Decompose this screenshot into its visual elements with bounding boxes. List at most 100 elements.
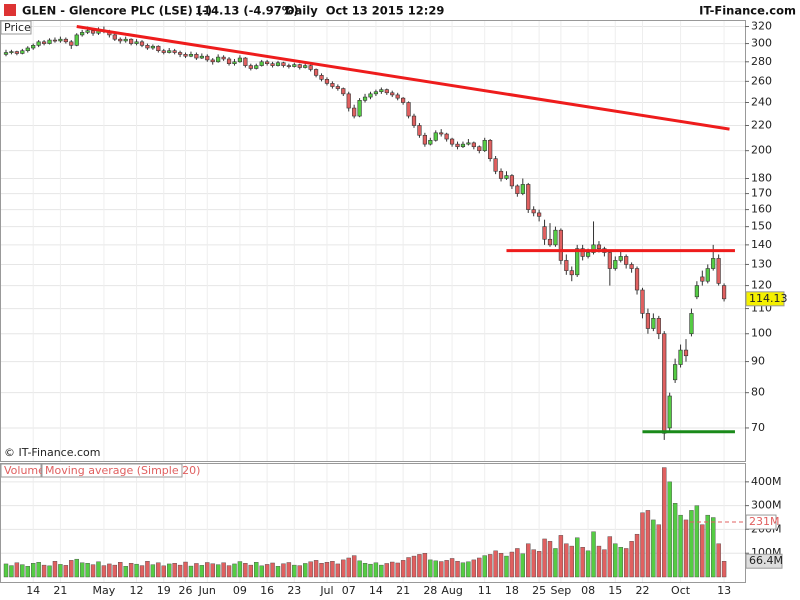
volume-bar bbox=[493, 550, 498, 578]
candle-body bbox=[156, 45, 161, 52]
candle-body bbox=[651, 318, 656, 329]
volume-bar bbox=[79, 562, 85, 578]
candle-body bbox=[444, 133, 449, 140]
volume-bar bbox=[319, 563, 324, 578]
y-tick-label: 200 bbox=[751, 144, 772, 157]
volume-label: Volume bbox=[4, 464, 45, 477]
volume-bar bbox=[90, 564, 96, 578]
volume-bar bbox=[31, 563, 36, 578]
candle-body bbox=[36, 41, 41, 46]
volume-bar bbox=[128, 563, 134, 578]
candle-body bbox=[564, 260, 569, 271]
candle-body bbox=[466, 142, 471, 145]
volume-bar bbox=[406, 557, 411, 578]
volume-bar bbox=[303, 563, 308, 578]
candle-body bbox=[613, 260, 618, 269]
x-tick-label: Jul bbox=[319, 584, 333, 597]
ma-label: Moving average (Simple 20) bbox=[45, 464, 200, 477]
volume-bar bbox=[433, 560, 438, 578]
candle-body bbox=[118, 38, 123, 42]
candle-body bbox=[634, 268, 640, 291]
x-tick-label: 13 bbox=[717, 584, 731, 597]
candle-body bbox=[547, 238, 553, 246]
candle-body bbox=[694, 285, 699, 298]
candle-body bbox=[373, 91, 379, 95]
candle-body bbox=[145, 45, 150, 49]
volume-bar bbox=[226, 565, 232, 578]
volume-bar bbox=[591, 531, 596, 578]
candle-body bbox=[275, 62, 281, 66]
volume-bar bbox=[297, 565, 302, 578]
candle-body bbox=[172, 50, 177, 53]
x-tick-label: 15 bbox=[608, 584, 622, 597]
volume-bar bbox=[341, 559, 346, 578]
x-tick-label: Oct bbox=[671, 584, 691, 597]
candle-body bbox=[58, 38, 63, 42]
y-tick-label: 280 bbox=[751, 55, 772, 68]
marks bbox=[3, 25, 745, 578]
volume-bar bbox=[210, 563, 215, 578]
candle-body bbox=[150, 45, 155, 49]
volume-bar bbox=[221, 562, 226, 578]
volume-bar bbox=[188, 565, 194, 578]
x-tick-label: 22 bbox=[635, 584, 649, 597]
x-tick-label: 26 bbox=[179, 584, 193, 597]
x-tick-label: 19 bbox=[157, 584, 171, 597]
x-tick-label: 25 bbox=[532, 584, 546, 597]
candle-body bbox=[237, 57, 243, 63]
volume-bar bbox=[292, 564, 297, 578]
candle-body bbox=[52, 39, 58, 42]
x-tick-label: Jun bbox=[198, 584, 216, 597]
candle-body bbox=[90, 30, 96, 34]
candle-body bbox=[439, 132, 444, 135]
volume-bar bbox=[504, 555, 509, 578]
copyright: © IT-Finance.com bbox=[4, 446, 101, 459]
candle-body bbox=[667, 395, 672, 429]
y-tick-label: 70 bbox=[751, 421, 765, 434]
volume-bar bbox=[248, 564, 254, 578]
volume-bar bbox=[243, 563, 248, 578]
x-tick-label: Sep bbox=[551, 584, 572, 597]
volume-bar bbox=[444, 560, 449, 578]
candle-body bbox=[134, 41, 139, 44]
volume-bar bbox=[357, 560, 362, 578]
candle-body bbox=[216, 56, 221, 63]
x-tick-label: 07 bbox=[342, 584, 356, 597]
y-tick-label: 120 bbox=[751, 279, 772, 292]
candle-body bbox=[575, 248, 580, 276]
candle-body bbox=[683, 349, 689, 357]
volume-bar bbox=[656, 524, 661, 578]
volume-bar bbox=[205, 562, 210, 578]
candle-body bbox=[177, 52, 183, 55]
volume-bar bbox=[232, 563, 237, 578]
volume-bar bbox=[112, 564, 118, 578]
candle-body bbox=[205, 55, 210, 61]
candle-body bbox=[498, 170, 504, 179]
volume-bar bbox=[3, 563, 9, 578]
volume-bar bbox=[275, 566, 281, 578]
quote: 114.13 (-4.97%) bbox=[195, 4, 299, 18]
volume-bar bbox=[177, 564, 183, 578]
volume-bar bbox=[645, 510, 651, 578]
y-tick-label: 150 bbox=[751, 220, 772, 233]
candle-body bbox=[716, 258, 721, 284]
volume-bar bbox=[477, 557, 482, 578]
candle-body bbox=[259, 61, 264, 66]
candle-body bbox=[254, 65, 259, 69]
volume-bar bbox=[183, 561, 188, 578]
candle-body bbox=[357, 100, 362, 117]
candle-body bbox=[406, 102, 411, 117]
volume-bar bbox=[613, 543, 618, 578]
price-panel bbox=[0, 20, 746, 462]
volume-bar bbox=[564, 543, 569, 578]
volume-bar bbox=[270, 562, 275, 578]
volume-bar bbox=[678, 514, 683, 578]
volume-bar bbox=[14, 562, 20, 578]
candle-body bbox=[384, 89, 389, 94]
volume-bar bbox=[362, 563, 368, 578]
candle-body bbox=[3, 52, 9, 55]
volume-bar bbox=[384, 563, 389, 578]
logo-icon bbox=[4, 4, 16, 16]
x-tick-label: 21 bbox=[53, 584, 67, 597]
